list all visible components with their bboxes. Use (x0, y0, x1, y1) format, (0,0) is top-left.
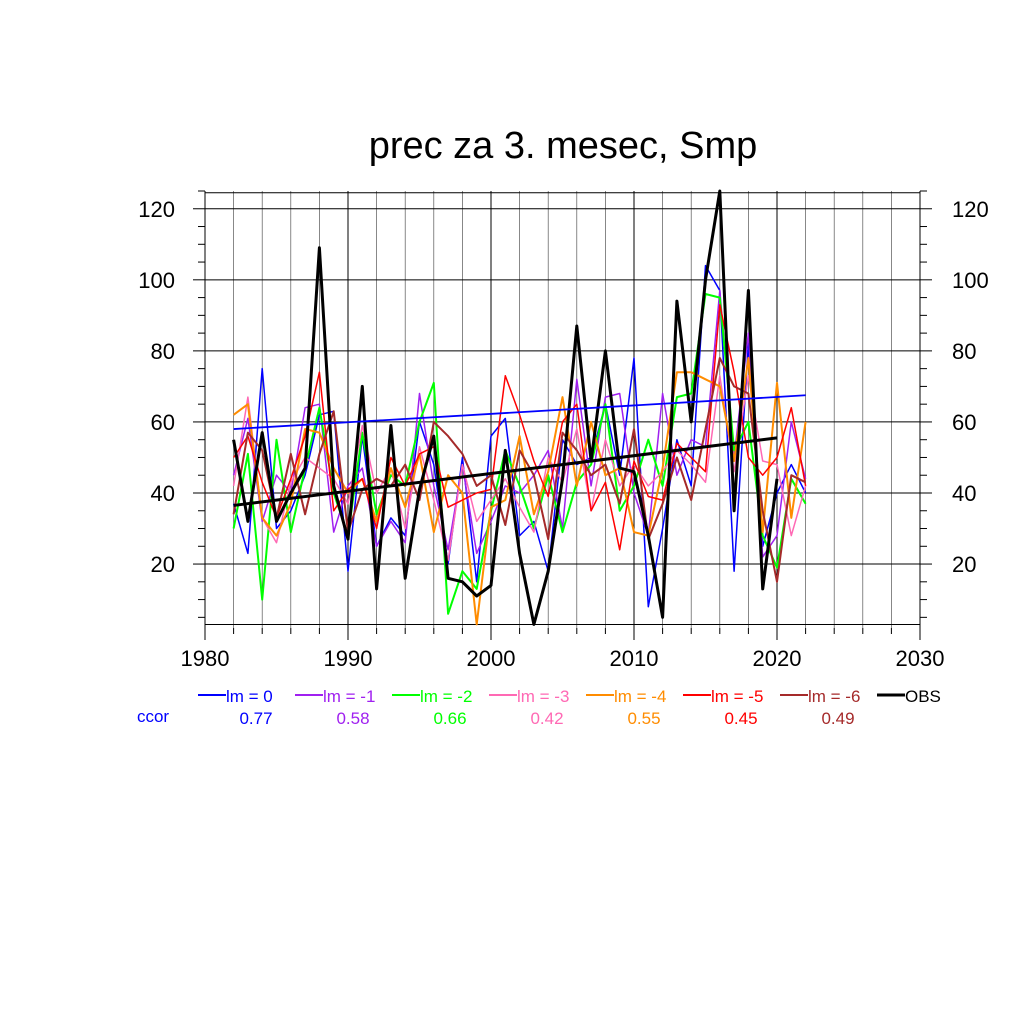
legend-label: lm = -1 (323, 687, 375, 706)
legend-ccor-value: 0.49 (821, 709, 854, 728)
series-line (233, 357, 807, 626)
legend-label: OBS (905, 687, 941, 706)
y-tick-label-right: 80 (952, 339, 976, 364)
legend-ccor-value: 0.58 (336, 709, 369, 728)
legend-ccor-value: 0.42 (530, 709, 563, 728)
x-tick-label: 1990 (324, 646, 373, 671)
legend-label: lm = -4 (614, 687, 666, 706)
series-lines (232, 189, 807, 626)
x-tick-label: 2030 (896, 646, 945, 671)
y-tick-label-right: 40 (952, 481, 976, 506)
legend-ccor-value: 0.77 (239, 709, 272, 728)
y-tick-label-left: 20 (151, 552, 175, 577)
series-line (232, 289, 807, 558)
y-tick-label-left: 120 (138, 197, 175, 222)
legend-ccor-value: 0.66 (433, 709, 466, 728)
legend-label: lm = -5 (711, 687, 763, 706)
x-tick-label: 2000 (467, 646, 516, 671)
y-tick-label-right: 120 (952, 197, 989, 222)
x-tick-label: 2010 (610, 646, 659, 671)
y-tick-label-left: 80 (151, 339, 175, 364)
legend-label: lm = -3 (517, 687, 569, 706)
legend-label: lm = -6 (808, 687, 860, 706)
legend-label: lm = -2 (420, 687, 472, 706)
y-tick-label-left: 60 (151, 410, 175, 435)
legend-ccor-value: 0.45 (724, 709, 757, 728)
series-line (232, 303, 807, 551)
y-tick-label-right: 60 (952, 410, 976, 435)
trend-line (233, 436, 778, 507)
y-tick-label-right: 20 (952, 552, 976, 577)
series-line (232, 189, 779, 626)
legend-ccor-value: 0.55 (627, 709, 660, 728)
trend-line (233, 394, 806, 430)
chart-title: prec za 3. mesec, Smp (369, 125, 758, 167)
y-tick-label-left: 40 (151, 481, 175, 506)
x-tick-label: 1980 (181, 646, 230, 671)
y-tick-label-right: 100 (952, 268, 989, 293)
legend: ccor lm = 0 0.77 lm = -1 0.58 lm = -2 0.66 lm … (137, 687, 941, 728)
y-tick-label-left: 100 (138, 268, 175, 293)
legend-label: lm = 0 (226, 687, 273, 706)
ccor-label: ccor (137, 707, 169, 726)
x-tick-label: 2020 (753, 646, 802, 671)
